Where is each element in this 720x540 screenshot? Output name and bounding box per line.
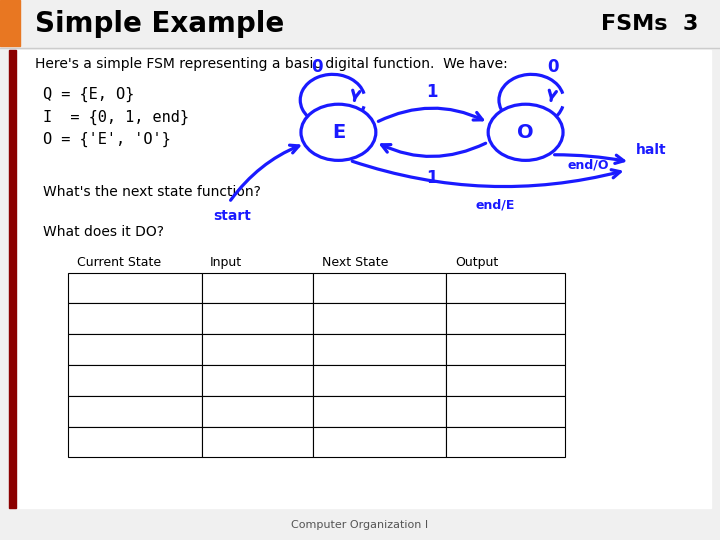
FancyBboxPatch shape	[446, 334, 565, 365]
Text: E: E	[322, 404, 330, 418]
FancyBboxPatch shape	[313, 365, 446, 396]
Text: E: E	[77, 312, 86, 326]
FancyBboxPatch shape	[313, 396, 446, 427]
Text: end: end	[210, 343, 236, 356]
Text: What does it DO?: What does it DO?	[43, 225, 164, 239]
Circle shape	[301, 104, 376, 160]
Text: end/E: end/E	[475, 199, 515, 212]
FancyBboxPatch shape	[68, 365, 202, 396]
FancyBboxPatch shape	[68, 427, 202, 457]
Text: E: E	[77, 281, 86, 295]
Circle shape	[488, 104, 563, 160]
Text: What's the next state function?: What's the next state function?	[43, 185, 261, 199]
Text: Input: Input	[210, 256, 243, 269]
FancyBboxPatch shape	[446, 365, 565, 396]
Text: Computer Organization I: Computer Organization I	[292, 520, 428, 530]
Text: O: O	[77, 435, 88, 449]
Text: E: E	[322, 281, 330, 295]
Text: O: O	[517, 123, 534, 142]
FancyBboxPatch shape	[9, 50, 16, 508]
Text: Output: Output	[455, 256, 498, 269]
Text: 0: 0	[311, 58, 323, 77]
Text: Here's a simple FSM representing a basic digital function.  We have:: Here's a simple FSM representing a basic…	[35, 57, 508, 71]
FancyBboxPatch shape	[202, 427, 313, 457]
Text: 0: 0	[210, 374, 219, 387]
Text: FSMs  3: FSMs 3	[601, 14, 698, 35]
FancyBboxPatch shape	[0, 0, 20, 46]
Text: Q = {E, O}: Q = {E, O}	[43, 87, 135, 102]
Text: end/O: end/O	[567, 158, 609, 171]
Text: Simple Example: Simple Example	[35, 10, 284, 38]
FancyBboxPatch shape	[313, 427, 446, 457]
FancyBboxPatch shape	[68, 396, 202, 427]
Text: O: O	[322, 312, 333, 326]
Text: O: O	[77, 374, 88, 387]
FancyBboxPatch shape	[202, 303, 313, 334]
Text: Next State: Next State	[322, 256, 388, 269]
FancyBboxPatch shape	[68, 273, 202, 303]
FancyBboxPatch shape	[446, 303, 565, 334]
FancyBboxPatch shape	[16, 50, 711, 508]
FancyBboxPatch shape	[68, 334, 202, 365]
Text: 0: 0	[210, 281, 219, 295]
Text: start: start	[214, 209, 251, 223]
FancyBboxPatch shape	[202, 273, 313, 303]
Text: halt: halt	[322, 343, 348, 356]
FancyBboxPatch shape	[446, 427, 565, 457]
Text: 1: 1	[426, 169, 438, 187]
Text: Current State: Current State	[77, 256, 161, 269]
Text: 0: 0	[547, 58, 559, 77]
Text: E: E	[332, 123, 345, 142]
FancyBboxPatch shape	[313, 273, 446, 303]
FancyBboxPatch shape	[313, 303, 446, 334]
Text: 1: 1	[210, 404, 219, 418]
Text: end: end	[210, 435, 236, 449]
Text: O: O	[77, 404, 88, 418]
Text: O: O	[322, 374, 333, 387]
Text: 'E': 'E'	[455, 343, 472, 356]
FancyBboxPatch shape	[202, 396, 313, 427]
FancyBboxPatch shape	[313, 334, 446, 365]
Text: halt: halt	[636, 143, 667, 157]
FancyBboxPatch shape	[202, 334, 313, 365]
Text: halt: halt	[322, 435, 348, 449]
FancyBboxPatch shape	[68, 303, 202, 334]
Text: O = {'E', 'O'}: O = {'E', 'O'}	[43, 132, 171, 147]
Text: 'O': 'O'	[455, 435, 474, 449]
FancyBboxPatch shape	[446, 273, 565, 303]
FancyBboxPatch shape	[202, 365, 313, 396]
Text: E: E	[77, 343, 86, 356]
Text: 1: 1	[210, 312, 219, 326]
FancyBboxPatch shape	[446, 396, 565, 427]
Text: 1: 1	[426, 83, 438, 101]
Text: I  = {0, 1, end}: I = {0, 1, end}	[43, 110, 189, 125]
